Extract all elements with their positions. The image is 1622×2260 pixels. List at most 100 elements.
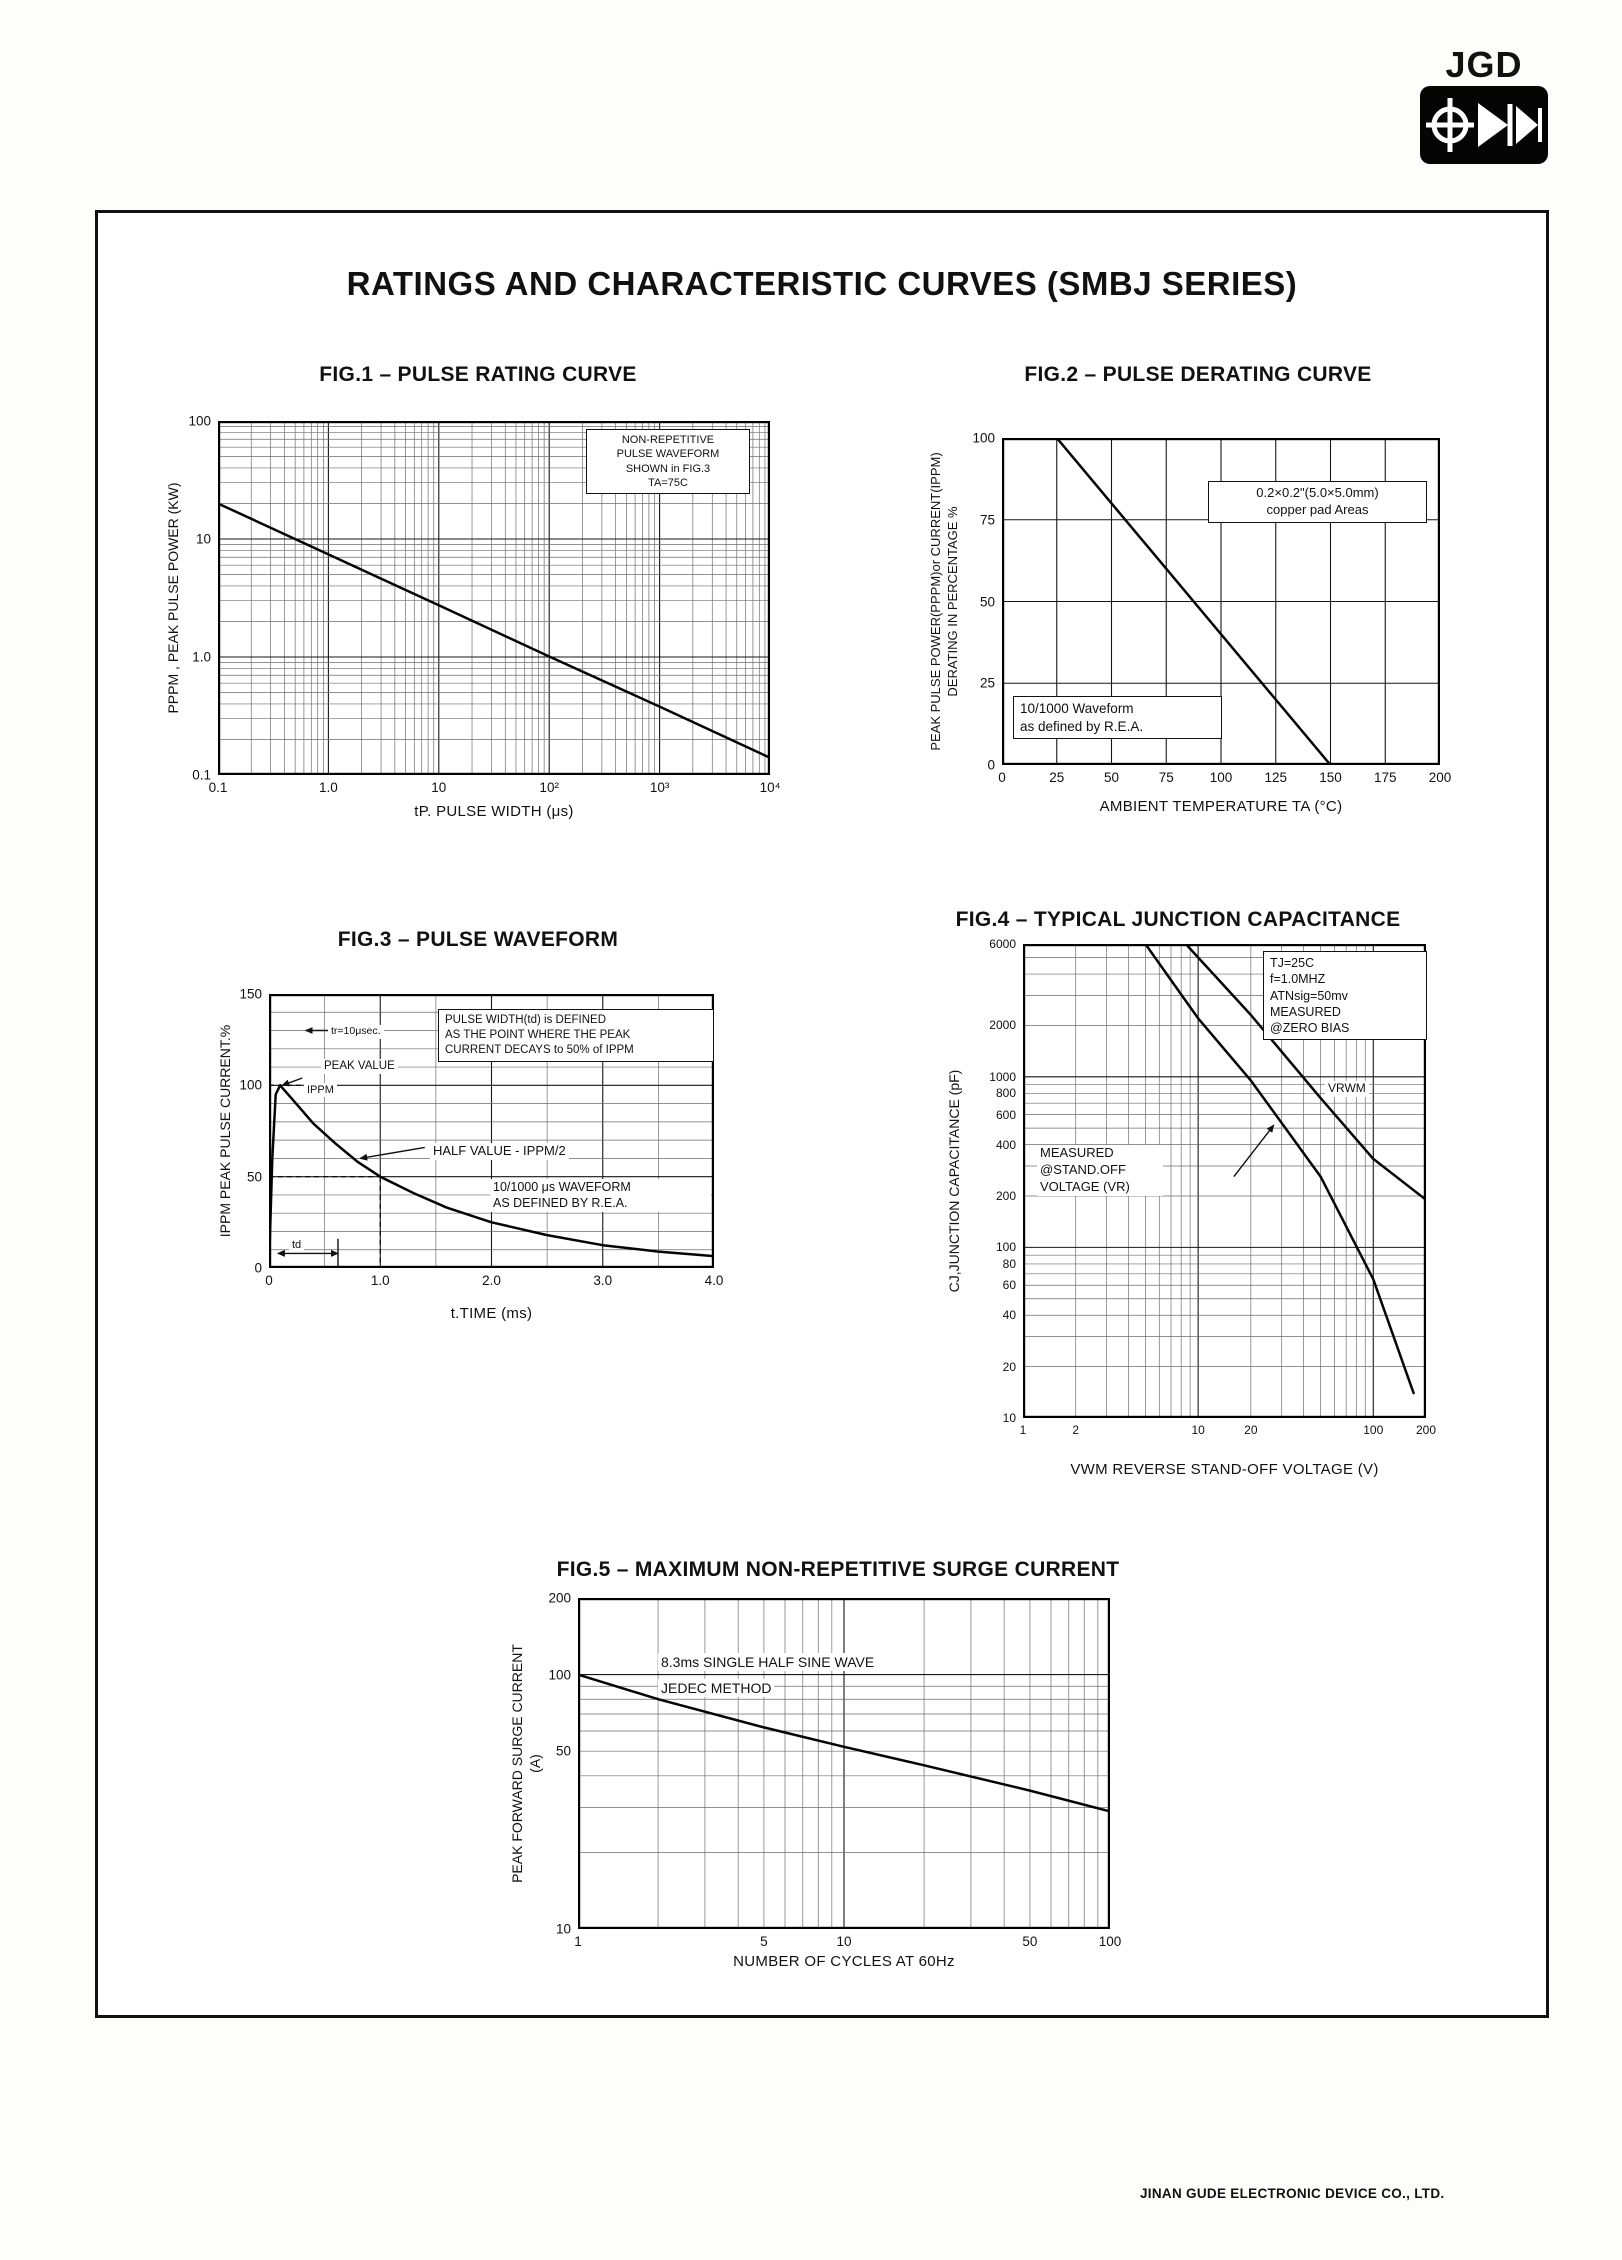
x-tick-label: 0 xyxy=(265,1273,273,1288)
fig3-ippm-label: IPPM xyxy=(304,1083,337,1098)
fig5-surge-current: FIG.5 – MAXIMUM NON-REPETITIVE SURGE CUR… xyxy=(478,1553,1258,2003)
fig1-x-axis-label: tP. PULSE WIDTH (μs) xyxy=(414,803,574,820)
page-border: RATINGS AND CHARACTERISTIC CURVES (SMBJ … xyxy=(95,210,1549,2018)
x-tick-label: 0 xyxy=(998,770,1006,785)
fig3-title: FIG.3 – PULSE WAVEFORM xyxy=(337,928,619,951)
y-tick-label: 600 xyxy=(995,1107,1016,1122)
y-tick-label: 20 xyxy=(1002,1359,1016,1374)
x-tick-label: 1.0 xyxy=(319,780,338,795)
x-tick-label: 10 xyxy=(1191,1423,1205,1437)
fig2-pulse-derating-curve: FIG.2 – PULSE DERATING CURVE PEAK PULSE … xyxy=(918,353,1538,943)
x-tick-label: 100 xyxy=(1098,1934,1122,1949)
y-tick-label: 1000 xyxy=(989,1069,1016,1084)
fig3-plot-area: tr=10μsec. PEAK VALUE IPPM PULSE WIDTH(t… xyxy=(239,987,723,1289)
fig3-pulse-waveform: FIG.3 – PULSE WAVEFORM IPPM PEAK PULSE C… xyxy=(138,913,818,1383)
fig4-conditions-note: TJ=25C f=1.0MHZ ATNsig=50mv MEASURED @ZE… xyxy=(1263,951,1427,1041)
x-tick-label: 10² xyxy=(539,780,559,795)
fig3-td-label: td xyxy=(289,1238,305,1253)
fig4-title: FIG.4 – TYPICAL JUNCTION CAPACITANCE xyxy=(955,908,1401,931)
fig3-tr-label: tr=10μsec. xyxy=(328,1025,384,1039)
fig5-y-axis-label: PEAK FORWARD SURGE CURRENT (A) xyxy=(509,1644,544,1883)
x-tick-label: 10³ xyxy=(649,780,670,795)
y-tick-label: 6000 xyxy=(989,937,1016,951)
fig3-half-value-label: HALF VALUE - IPPM/2 xyxy=(430,1143,569,1160)
y-tick-label: 50 xyxy=(555,1743,571,1759)
page-title: RATINGS AND CHARACTERISTIC CURVES (SMBJ … xyxy=(346,265,1298,302)
x-tick-label: 10 xyxy=(431,780,447,795)
x-tick-label: 150 xyxy=(1319,770,1342,785)
y-tick-label: 2000 xyxy=(989,1018,1016,1033)
y-tick-label: 200 xyxy=(995,1189,1016,1204)
x-tick-label: 5 xyxy=(760,1934,768,1949)
x-tick-label: 0.1 xyxy=(208,780,228,795)
x-tick-label: 3.0 xyxy=(593,1273,613,1288)
y-tick-label: 100 xyxy=(548,1667,571,1683)
jgd-logo-text: JGD xyxy=(1445,44,1523,85)
y-tick-label: 400 xyxy=(995,1137,1016,1152)
fig3-x-axis-label: t.TIME (ms) xyxy=(450,1305,533,1322)
x-tick-label: 200 xyxy=(1428,770,1452,785)
y-tick-label: 100 xyxy=(188,413,211,429)
fig4-plot-area: TJ=25C f=1.0MHZ ATNsig=50mv MEASURED @ZE… xyxy=(989,937,1436,1437)
fig1-plot-area: NON-REPETITIVE PULSE WAVEFORM SHOWN in F… xyxy=(188,414,780,796)
fig4-y-axis-label: CJ,JUNCTION CAPACITANCE (pF) xyxy=(946,1069,962,1293)
fig3-waveform-note: 10/1000 μs WAVEFORM AS DEFINED BY R.E.A. xyxy=(490,1179,711,1212)
fig4-junction-capacitance: FIG.4 – TYPICAL JUNCTION CAPACITANCE CJ,… xyxy=(933,893,1573,1693)
fig5-plot-area: 8.3ms SINGLE HALF SINE WAVE JEDEC METHOD… xyxy=(548,1591,1121,1950)
x-tick-label: 4.0 xyxy=(704,1273,724,1288)
fig1-title: FIG.1 – PULSE RATING CURVE xyxy=(319,363,637,386)
x-tick-label: 1.0 xyxy=(370,1273,390,1288)
fig5-plot xyxy=(578,1598,1110,1929)
y-tick-label: 0.1 xyxy=(192,767,211,783)
y-tick-label: 100 xyxy=(239,1077,262,1093)
x-tick-label: 125 xyxy=(1264,770,1288,785)
x-tick-label: 2.0 xyxy=(482,1273,501,1288)
x-tick-label: 10 xyxy=(836,1934,852,1949)
x-tick-label: 20 xyxy=(1244,1423,1258,1437)
x-tick-label: 25 xyxy=(1049,770,1065,785)
x-tick-label: 50 xyxy=(1022,1934,1038,1949)
fig1-y-axis-label: PPPM , PEAK PULSE POWER (KW) xyxy=(165,482,181,714)
fig3-pulse-width-note: PULSE WIDTH(td) is DEFINED AS THE POINT … xyxy=(438,1009,714,1062)
y-tick-label: 200 xyxy=(548,1590,571,1606)
x-tick-label: 200 xyxy=(1415,1423,1437,1437)
y-tick-label: 0 xyxy=(987,757,995,773)
fig4-measured-standoff-note: MEASURED @STAND.OFF VOLTAGE (VR) xyxy=(1037,1145,1163,1196)
y-tick-label: 100 xyxy=(995,1240,1016,1255)
x-tick-label: 75 xyxy=(1158,770,1174,785)
x-tick-label: 50 xyxy=(1103,770,1120,785)
fig5-x-axis-label: NUMBER OF CYCLES AT 60Hz xyxy=(733,1953,955,1970)
fig1-pulse-rating-curve: FIG.1 – PULSE RATING CURVE PPPM , PEAK P… xyxy=(128,363,828,943)
fig3-y-axis-label: IPPM PEAK PULSE CURRENT.% xyxy=(217,1024,233,1238)
fig2-pad-note: 0.2×0.2"(5.0×5.0mm) copper pad Areas xyxy=(1208,481,1427,523)
x-tick-label: 1 xyxy=(574,1934,582,1949)
fig2-plot-area: 0.2×0.2"(5.0×5.0mm) copper pad Areas 10/… xyxy=(972,431,1451,786)
x-tick-label: 1 xyxy=(1019,1423,1027,1437)
y-tick-label: 150 xyxy=(239,986,262,1002)
y-tick-label: 50 xyxy=(246,1169,262,1185)
fig2-y-axis-label: PEAK PULSE POWER(PPPM)or CURRENT(IPPM) D… xyxy=(928,452,960,751)
y-tick-label: 80 xyxy=(1002,1256,1016,1271)
y-tick-label: 50 xyxy=(979,594,995,609)
y-tick-label: 10 xyxy=(1002,1411,1016,1425)
fig3-peak-value-label: PEAK VALUE xyxy=(321,1059,398,1074)
fig5-jedec-note: JEDEC METHOD xyxy=(658,1679,775,1698)
footer-company-name: JINAN GUDE ELECTRONIC DEVICE CO., LTD. xyxy=(1140,2186,1445,2201)
x-tick-label: 100 xyxy=(1209,770,1233,785)
y-tick-label: 800 xyxy=(995,1086,1016,1101)
y-tick-label: 25 xyxy=(979,675,995,691)
y-tick-label: 75 xyxy=(979,512,995,528)
fig1-note: NON-REPETITIVE PULSE WAVEFORM SHOWN in F… xyxy=(586,429,750,495)
fig2-x-axis-label: AMBIENT TEMPERATURE TA (°C) xyxy=(1099,798,1343,815)
fig5-sine-wave-note: 8.3ms SINGLE HALF SINE WAVE xyxy=(658,1653,878,1672)
fig5-title: FIG.5 – MAXIMUM NON-REPETITIVE SURGE CUR… xyxy=(556,1558,1120,1581)
fig2-title: FIG.2 – PULSE DERATING CURVE xyxy=(1024,363,1372,386)
y-tick-label: 0 xyxy=(254,1260,262,1276)
y-tick-label: 100 xyxy=(972,430,995,446)
jgd-logo: JGD xyxy=(1420,44,1552,169)
fig4-x-axis-label: VWM REVERSE STAND-OFF VOLTAGE (V) xyxy=(1070,1461,1379,1478)
x-tick-label: 2 xyxy=(1072,1423,1080,1437)
fig4-vrwm-label: VRWM xyxy=(1325,1081,1369,1097)
fig2-waveform-note: 10/1000 Waveform as defined by R.E.A. xyxy=(1013,696,1222,740)
y-tick-label: 1.0 xyxy=(192,649,211,665)
